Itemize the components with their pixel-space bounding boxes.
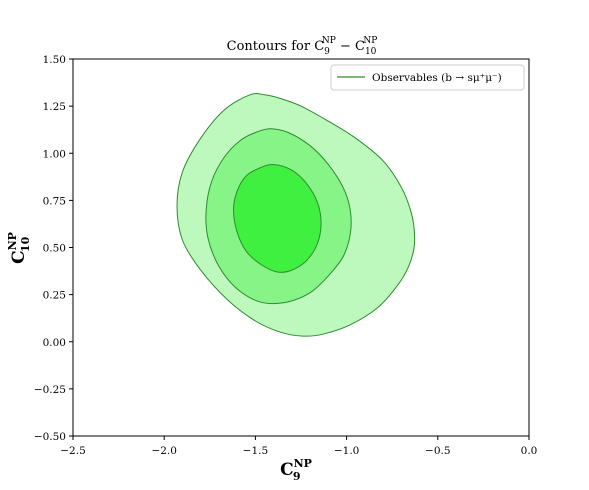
y-tick-label: −0.25 [34, 384, 66, 396]
x-tick-label: −0.5 [425, 445, 451, 457]
legend-label: Observables (b → sμ⁺μ⁻) [372, 72, 502, 84]
y-tick-label: 1.50 [43, 54, 66, 66]
y-tick-label: 0.25 [43, 290, 66, 302]
x-tick-label: −2.0 [151, 445, 177, 457]
contour-layer [176, 93, 416, 337]
x-axis-label: CNP 9 [280, 457, 312, 483]
y-axis-label: CNP10 [6, 232, 32, 264]
y-tick-label: 0.00 [43, 337, 66, 349]
x-tick-label: −2.5 [60, 445, 86, 457]
y-axis: −0.50 −0.25 0.00 0.25 0.50 0.75 1.00 1.25 1.50 [34, 54, 73, 443]
x-axis: −2.5 −2.0 −1.5 −1.0 −0.5 0.0 [60, 436, 537, 457]
y-tick-label: 0.75 [43, 195, 66, 207]
x-tick-label: −1.5 [243, 445, 269, 457]
legend-box [330, 64, 525, 91]
legend: Observables (b → sμ⁺μ⁻) [330, 64, 525, 91]
y-tick-label: 1.00 [43, 148, 66, 160]
y-tick-label: 0.50 [43, 243, 66, 255]
y-tick-label: −0.50 [34, 431, 66, 443]
chart-title: Contours for C9NP − C10NP [227, 36, 378, 57]
contour-1σ [232, 164, 322, 273]
x-tick-label: −1.0 [334, 445, 360, 457]
y-tick-label: 1.25 [43, 101, 66, 113]
x-tick-label: 0.0 [521, 445, 538, 457]
